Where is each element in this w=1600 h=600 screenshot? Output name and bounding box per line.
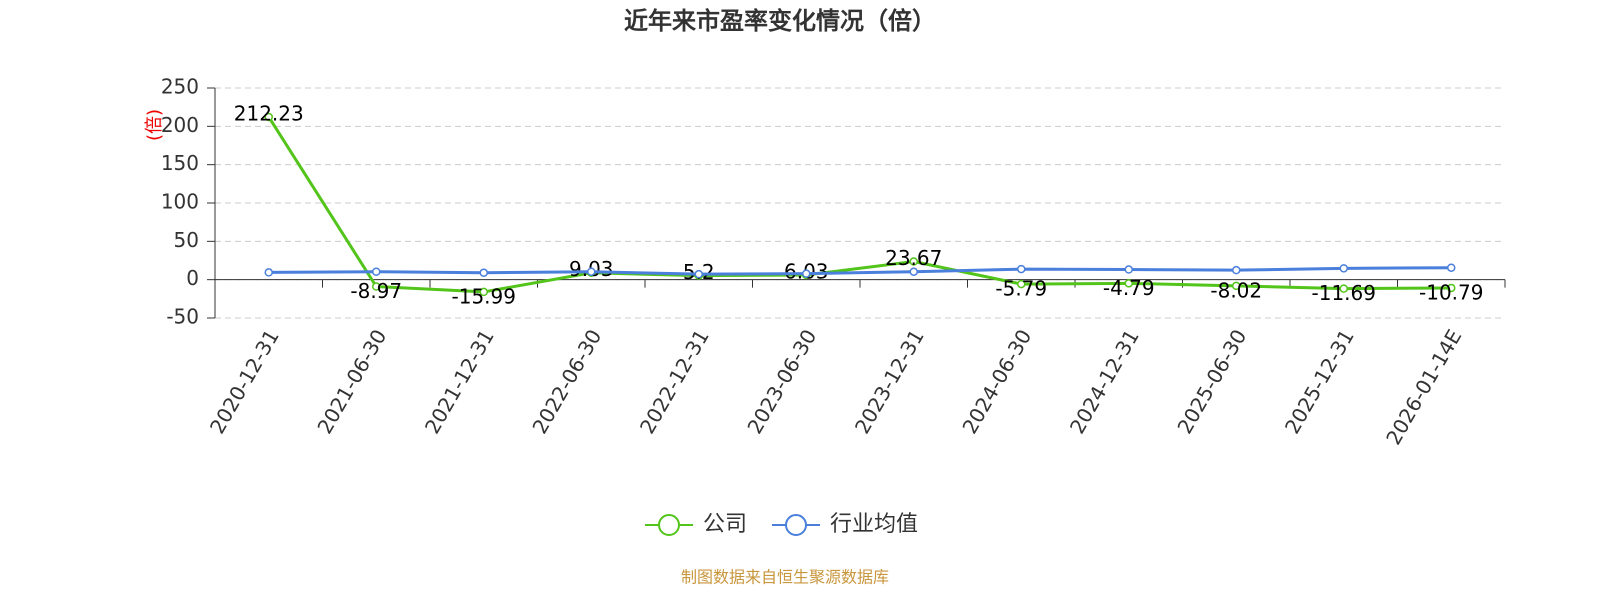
x-tick-label: 2024-12-31 <box>1065 325 1144 438</box>
x-tick-label: 2024-06-30 <box>957 325 1036 438</box>
source-note: 制图数据来自恒生聚源数据库 <box>681 568 889 587</box>
point <box>1339 264 1348 273</box>
x-tick-label: 2023-12-31 <box>850 325 929 438</box>
x-tick-label: 2026-01-14E <box>1381 325 1466 449</box>
y-tick-label: 250 <box>161 75 199 99</box>
point <box>479 268 488 277</box>
point <box>1124 265 1133 274</box>
point <box>909 267 918 276</box>
point <box>1124 279 1133 288</box>
point <box>587 267 596 276</box>
legend-marker <box>785 514 807 536</box>
data-label: -11.69 <box>1312 281 1376 305</box>
y-tick-label: 100 <box>161 190 199 214</box>
point <box>479 287 488 297</box>
chart-title: 近年来市盈率变化情况（倍） <box>624 7 936 35</box>
data-label: -8.97 <box>350 279 402 303</box>
y-tick-label: 150 <box>161 151 199 175</box>
point <box>1232 265 1241 275</box>
data-label: -10.79 <box>1419 280 1483 304</box>
x-tick-label: 2025-06-30 <box>1172 325 1251 438</box>
point <box>909 257 918 266</box>
legend-label: 公司 <box>703 512 747 537</box>
point <box>1232 281 1241 291</box>
point <box>264 268 273 277</box>
data-label: -8.02 <box>1210 278 1262 302</box>
legend-label: 行业均值 <box>830 512 918 537</box>
point <box>264 112 273 122</box>
x-tick-label: 2025-12-31 <box>1280 325 1359 438</box>
x-tick-label: 2020-12-31 <box>205 325 284 438</box>
series-line <box>267 116 1452 294</box>
data-label: -5.79 <box>995 277 1047 301</box>
y-tick-label: 0 <box>186 266 199 290</box>
y-tick-label: -50 <box>166 305 199 329</box>
point <box>372 267 381 276</box>
point <box>802 269 811 278</box>
y-tick-label: 200 <box>161 113 199 137</box>
data-label: -15.99 <box>452 284 516 308</box>
y-tick-label: 50 <box>174 228 199 252</box>
data-label: -4.79 <box>1103 276 1155 300</box>
x-tick-label: 2021-06-30 <box>312 325 391 438</box>
point <box>1017 279 1026 289</box>
point <box>1017 264 1026 274</box>
x-tick-label: 2022-12-31 <box>635 325 714 438</box>
data-label: 23.67 <box>885 246 942 270</box>
point <box>694 269 703 279</box>
point <box>1447 283 1456 293</box>
point <box>372 282 381 291</box>
point <box>1339 284 1348 293</box>
series-line <box>268 266 1452 276</box>
point <box>1447 263 1456 272</box>
x-tick-label: 2021-12-31 <box>420 325 499 438</box>
y-axis-label: (倍) <box>144 109 165 141</box>
data-label: 212.23 <box>234 101 304 125</box>
legend-marker <box>658 514 680 536</box>
x-tick-label: 2022-06-30 <box>527 325 606 438</box>
x-tick-label: 2023-06-30 <box>742 325 821 438</box>
